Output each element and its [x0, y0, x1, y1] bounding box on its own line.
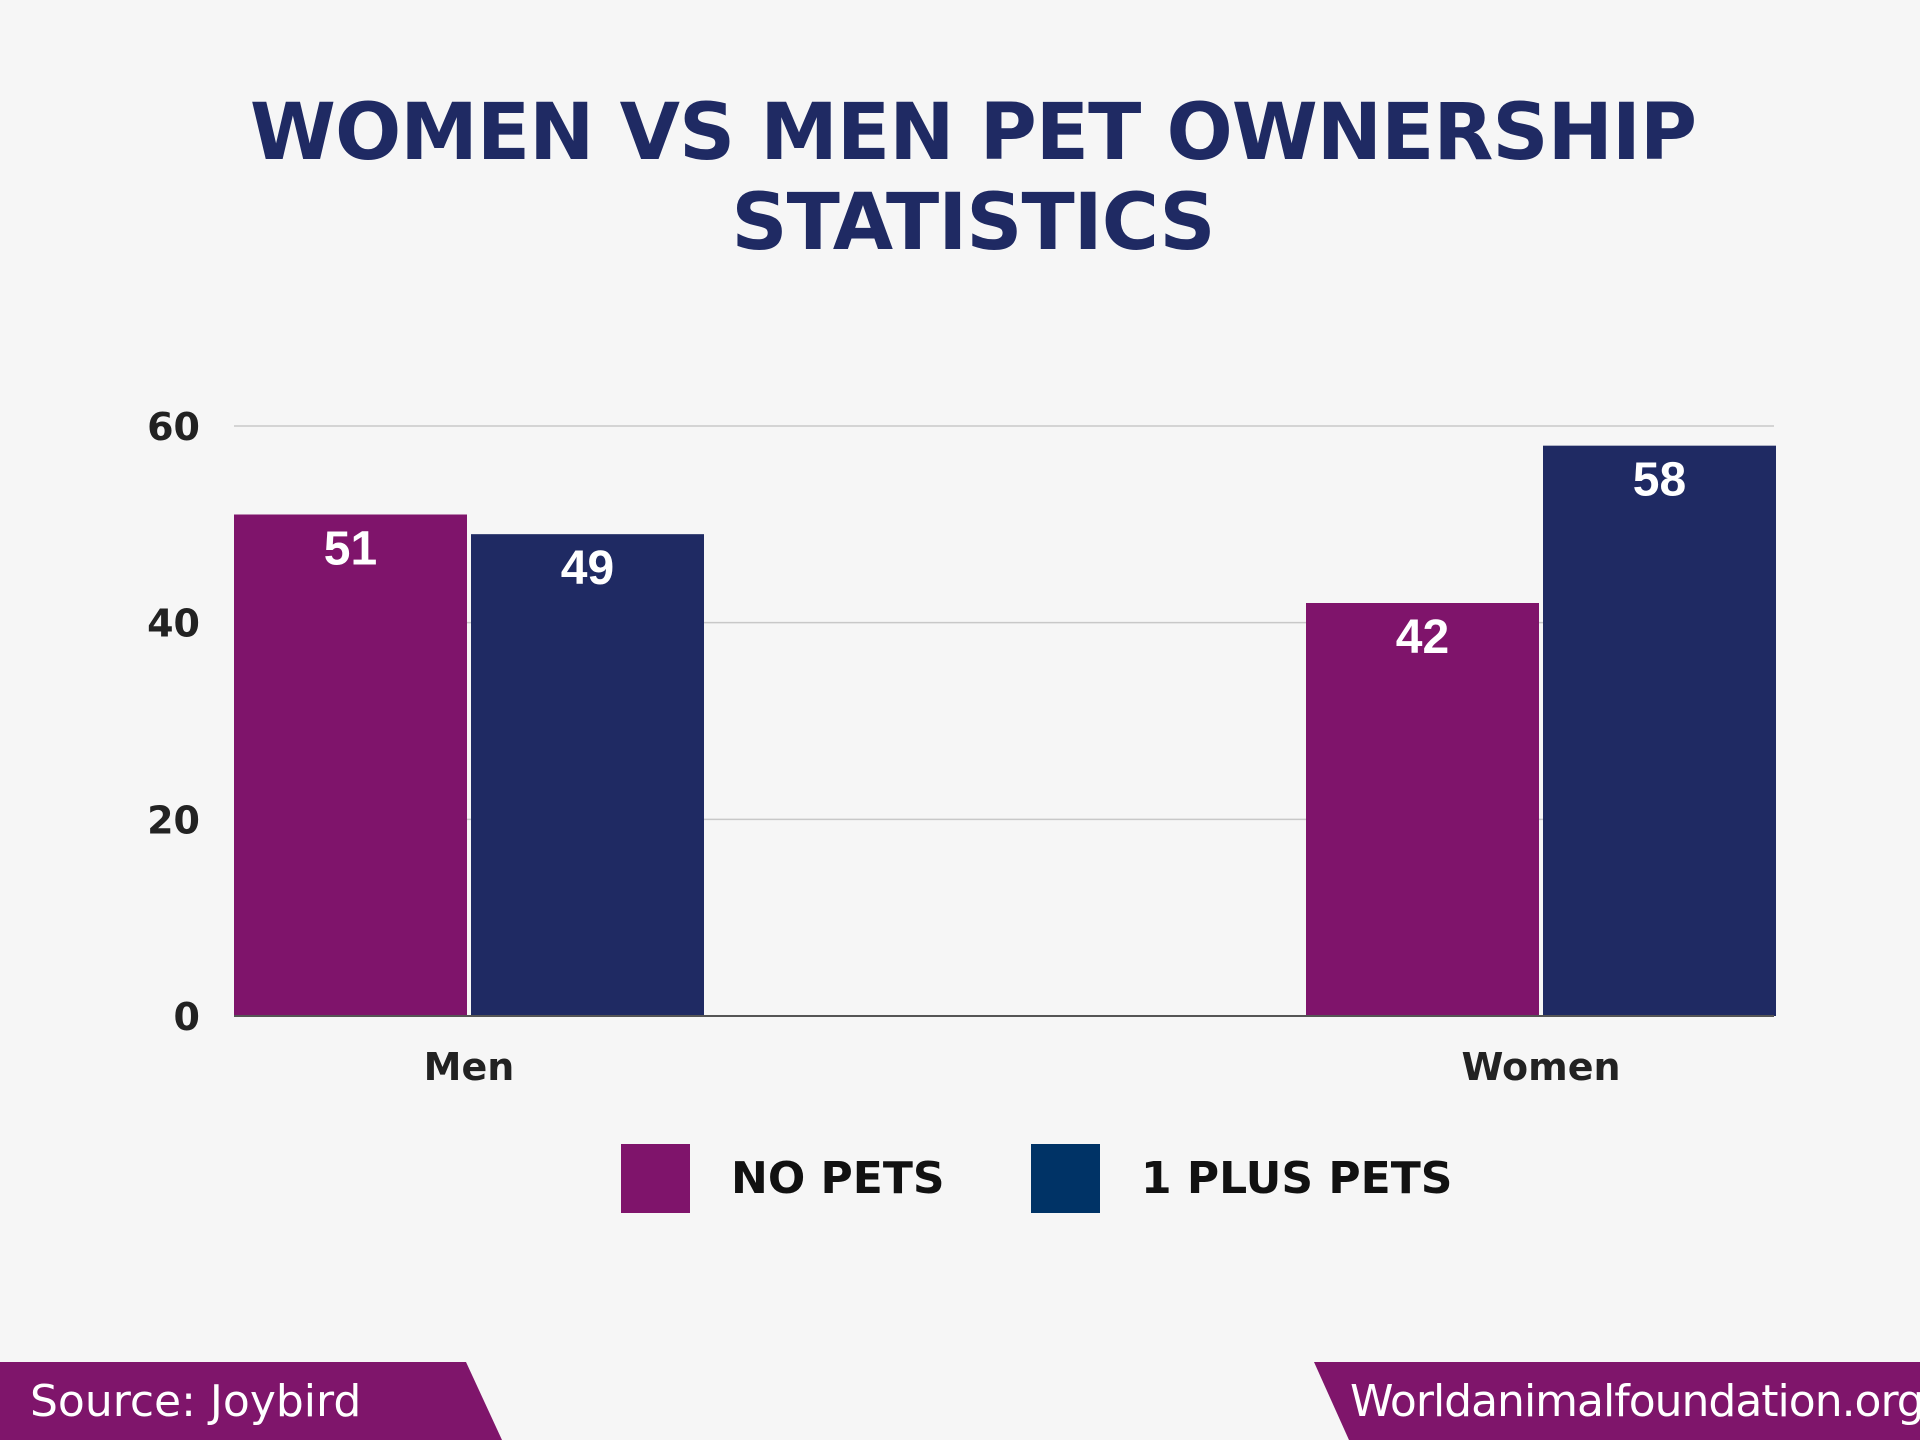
- legend-label-1-plus-pets: 1 PLUS PETS: [1141, 1152, 1453, 1204]
- source-text: Source: Joybird: [30, 1375, 362, 1427]
- y-tick-label: 60: [147, 405, 200, 449]
- data-label: 51: [324, 523, 377, 576]
- x-tick-label: Men: [424, 1045, 515, 1089]
- y-tick-label: 0: [174, 995, 200, 1039]
- x-tick-label: Women: [1461, 1045, 1620, 1089]
- data-label: 58: [1633, 454, 1686, 507]
- data-label: 49: [561, 542, 614, 595]
- chart-title: WOMEN VS MEN PET OWNERSHIP STATISTICS: [249, 88, 1697, 268]
- y-tick-label: 40: [147, 602, 200, 646]
- bar: [1306, 603, 1539, 1016]
- source-banner: Source: Joybird: [0, 1362, 502, 1440]
- legend-swatch-no-pets: [621, 1143, 690, 1213]
- website-text: Worldanimalfoundation.org: [1350, 1375, 1920, 1427]
- website-banner: Worldanimalfoundation.org: [1314, 1362, 1920, 1440]
- legend-swatch-1-plus-pets: [1031, 1143, 1100, 1213]
- y-tick-label: 20: [147, 798, 200, 842]
- bar: [234, 514, 467, 1016]
- data-label: 42: [1396, 611, 1449, 664]
- bar: [1543, 445, 1776, 1017]
- bar: [471, 534, 704, 1016]
- legend-item-1-plus-pets: 1 PLUS PETS: [1031, 1143, 1453, 1213]
- legend-item-no-pets: NO PETS: [621, 1143, 945, 1213]
- legend-label-no-pets: NO PETS: [731, 1152, 945, 1204]
